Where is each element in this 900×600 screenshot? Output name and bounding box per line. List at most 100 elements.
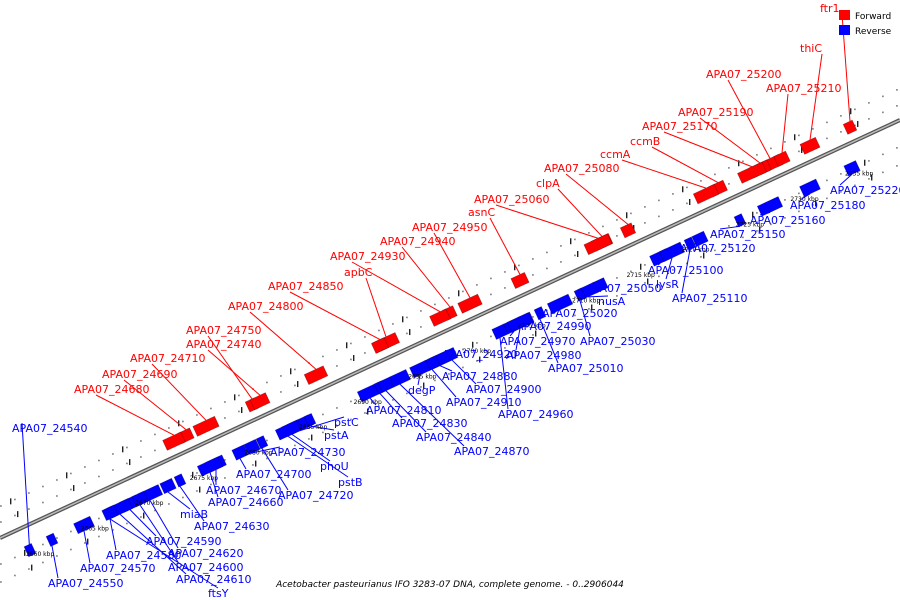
gene-asnC-body: [510, 271, 530, 290]
track-dot: [28, 568, 30, 570]
track-dot: [84, 542, 86, 544]
track-dot: [182, 420, 184, 423]
callout-line-APA07_24690: [123, 379, 187, 431]
label-APA07_24940: APA07_24940: [380, 235, 455, 248]
label-lysR: lysR: [656, 278, 679, 291]
track-dot: [644, 282, 646, 284]
gene-APA07_25210: [773, 150, 791, 167]
track-tick: [73, 485, 75, 492]
track-dot: [574, 296, 576, 299]
track-dot: [406, 392, 408, 395]
track-dot: [224, 417, 226, 419]
gene-APA07_24730: [243, 438, 261, 456]
label-APA07_24850: APA07_24850: [268, 280, 343, 293]
track-dot: [504, 271, 506, 273]
label-ftr1: ftr1: [820, 2, 840, 15]
callout-line-APA07_24700: [239, 458, 247, 470]
label-APA07_25170: APA07_25170: [642, 120, 717, 133]
track-dot: [672, 209, 674, 211]
track-dot: [714, 173, 716, 176]
track-dot: [322, 355, 324, 358]
label-APA07_24870: APA07_24870: [454, 445, 529, 458]
track-tick: [864, 159, 866, 166]
track-dot: [322, 431, 324, 434]
track-dot: [420, 386, 422, 388]
track-dot: [70, 488, 72, 491]
track-dot: [98, 517, 100, 520]
track-tick: [857, 120, 859, 127]
callout-line-APA07_25190: [699, 117, 761, 164]
track-dot: [588, 308, 590, 310]
gene-APA07_24800-body: [303, 365, 329, 386]
kbp-label: 2710 kbp: [572, 297, 600, 304]
track-dot: [518, 340, 520, 343]
track-dot: [854, 124, 856, 127]
label-APA07_24980: APA07_24980: [506, 349, 581, 362]
track-dot: [42, 561, 44, 564]
callout-line-APA07_25180: [799, 193, 811, 201]
gene-APA07_24680: [162, 431, 186, 451]
track-tick: [689, 198, 691, 205]
callout-line-APA07_24970: [509, 330, 515, 337]
callout-line-ccmB: [651, 146, 719, 183]
callout-line-APA07_25080: [565, 173, 629, 225]
callout-line-nusA: [587, 295, 609, 298]
track-tick: [577, 251, 579, 258]
track-tick: [129, 459, 131, 466]
track-dot: [546, 309, 548, 312]
track-tick: [535, 330, 537, 337]
gene-pstB: [274, 420, 302, 441]
gene-APA07_25080-body: [619, 222, 637, 239]
track-dot: [154, 433, 156, 436]
label-APA07_24590: APA07_24590: [146, 535, 221, 548]
track-dot: [448, 373, 450, 375]
track-tick: [66, 472, 68, 479]
track-tick: [346, 342, 348, 349]
track-dot: [490, 335, 492, 338]
track-dot: [560, 261, 562, 263]
track-dot: [14, 498, 16, 501]
label-APA07_24810: APA07_24810: [366, 404, 441, 417]
track-dot: [56, 495, 58, 497]
gene-ftsY: [101, 504, 119, 522]
track-dot: [406, 316, 408, 319]
label-APA07_24570: APA07_24570: [80, 562, 155, 575]
track-dot: [154, 509, 156, 512]
callout-line-APA07_24900: [451, 359, 477, 385]
track-tick: [31, 564, 33, 571]
track-tick: [234, 394, 236, 401]
track-dot: [686, 186, 688, 189]
callout-line-pstA: [309, 425, 335, 431]
gene-APA07_25010-body: [533, 306, 547, 321]
label-APA07_25210: APA07_25210: [766, 82, 841, 95]
track-dot: [714, 249, 716, 252]
track-dot: [532, 258, 534, 260]
label-APA07_24930: APA07_24930: [330, 250, 405, 263]
gene-APA07_24680-body: [162, 431, 186, 451]
track-dot: [546, 251, 548, 254]
track-dot: [392, 399, 394, 401]
track-dot: [784, 141, 786, 143]
track-dot: [238, 470, 240, 473]
track-dot: [490, 353, 492, 356]
track-dot: [0, 563, 2, 565]
callout-line-ftsY: [109, 518, 219, 589]
track-dot: [574, 314, 576, 317]
track-tick: [402, 316, 404, 323]
track-tick: [591, 304, 593, 311]
label-APA07_25060: APA07_25060: [474, 193, 549, 206]
track-dot: [658, 275, 660, 278]
callout-line-APA07_24980: [515, 328, 521, 351]
callout-line-APA07_24910: [431, 369, 457, 398]
label-ccmB: ccmB: [630, 135, 660, 148]
track-dot: [728, 183, 730, 185]
gene-asnC: [510, 271, 530, 290]
track-dot: [0, 505, 2, 507]
track-dot: [616, 277, 618, 279]
callout-line-APA07_25160: [759, 211, 771, 216]
track-dot: [798, 192, 800, 195]
track-dot: [462, 366, 464, 369]
gene-APA07_24980: [506, 312, 534, 333]
track-dot: [588, 232, 590, 234]
